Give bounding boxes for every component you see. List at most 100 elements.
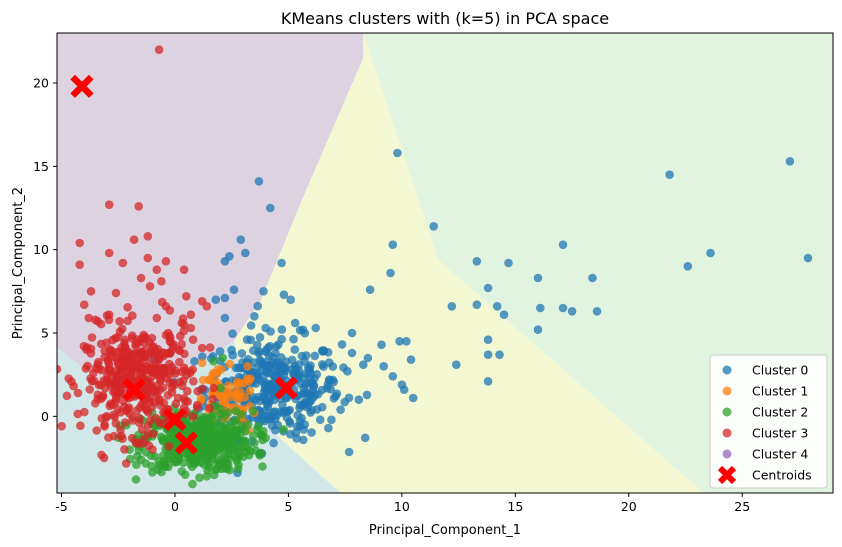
centroid-markers: [70, 74, 298, 455]
data-point: [264, 343, 273, 352]
data-point: [178, 381, 187, 391]
data-point: [143, 232, 153, 241]
legend: Cluster 0 Cluster 1 Cluster 2 Cluster 3 Clus…: [709, 354, 828, 489]
data-point: [379, 362, 389, 371]
data-point: [277, 258, 286, 268]
x-tick-label: 15: [507, 499, 523, 514]
data-point: [136, 273, 146, 283]
data-point: [277, 325, 287, 334]
data-point: [180, 349, 189, 359]
data-point: [104, 248, 114, 258]
data-point: [154, 45, 164, 54]
data-point: [103, 370, 112, 380]
centroid-marker: [122, 378, 146, 402]
data-point: [179, 394, 189, 403]
data-point: [188, 365, 197, 374]
centroid-marker: [174, 431, 198, 455]
data-point: [137, 399, 147, 409]
legend-item: Cluster 1: [722, 384, 808, 399]
data-point: [665, 170, 674, 179]
y-tick-label: 0: [41, 409, 49, 424]
data-point: [347, 348, 357, 358]
data-point: [121, 459, 131, 468]
data-point: [140, 355, 149, 365]
legend-label: Cluster 3: [752, 426, 808, 441]
data-point: [179, 326, 189, 336]
data-point: [75, 238, 84, 248]
data-point: [180, 470, 190, 480]
data-point: [208, 394, 217, 404]
data-point: [395, 337, 404, 346]
data-point: [250, 312, 259, 321]
data-point: [220, 293, 230, 303]
data-point: [388, 240, 398, 249]
data-point: [216, 422, 226, 432]
legend-label: Cluster 0: [752, 363, 808, 378]
centroid-marker: [274, 376, 298, 400]
data-point: [167, 383, 177, 392]
data-point: [265, 397, 274, 406]
data-point: [266, 327, 275, 336]
data-point: [209, 448, 219, 457]
data-point: [785, 157, 795, 166]
data-point: [313, 389, 323, 399]
data-point: [104, 357, 113, 367]
data-point: [220, 313, 230, 323]
data-point: [533, 325, 543, 335]
data-point: [86, 287, 96, 296]
data-point: [244, 376, 253, 386]
data-point: [279, 425, 288, 434]
data-point: [255, 333, 265, 342]
data-point: [83, 361, 92, 371]
data-point: [208, 370, 217, 380]
legend-swatch: [722, 386, 732, 396]
y-tick-label: 10: [33, 242, 49, 257]
data-point: [307, 428, 316, 437]
data-point: [236, 388, 245, 397]
plot-frame: [56, 32, 834, 494]
data-point: [253, 422, 263, 431]
data-point: [188, 479, 197, 489]
data-point: [75, 260, 84, 270]
data-point: [160, 458, 169, 468]
data-point: [285, 417, 294, 426]
data-point: [301, 398, 310, 408]
data-point: [362, 390, 372, 400]
data-point: [96, 319, 106, 329]
data-point: [128, 311, 137, 320]
legend-label: Cluster 1: [752, 384, 808, 399]
data-point: [337, 340, 347, 349]
data-point: [115, 389, 125, 398]
data-point: [178, 314, 188, 323]
legend-label: Cluster 2: [752, 405, 808, 420]
data-point: [255, 396, 264, 406]
legend-item: Cluster 3: [722, 426, 808, 441]
data-point: [229, 285, 239, 295]
data-point: [301, 351, 311, 360]
x-tick-label: 5: [284, 499, 292, 514]
data-point: [253, 301, 262, 311]
data-point: [299, 435, 308, 445]
y-tick-label: 15: [33, 159, 49, 174]
data-point: [196, 394, 206, 403]
data-point: [225, 453, 234, 463]
data-point: [118, 258, 128, 268]
data-point: [154, 354, 164, 364]
data-point: [165, 349, 175, 358]
data-point: [128, 413, 137, 422]
data-point: [273, 420, 283, 430]
data-point: [179, 265, 189, 275]
y-tick-label: 5: [41, 326, 49, 341]
data-point: [157, 277, 166, 286]
data-point: [158, 434, 167, 444]
x-tick-label: 10: [394, 499, 410, 514]
data-point: [533, 273, 543, 283]
data-point: [215, 460, 225, 470]
data-point: [255, 451, 265, 460]
data-point: [220, 440, 230, 449]
data-point: [225, 251, 234, 261]
data-point: [189, 420, 198, 430]
data-point: [186, 323, 196, 333]
data-point: [209, 357, 218, 366]
